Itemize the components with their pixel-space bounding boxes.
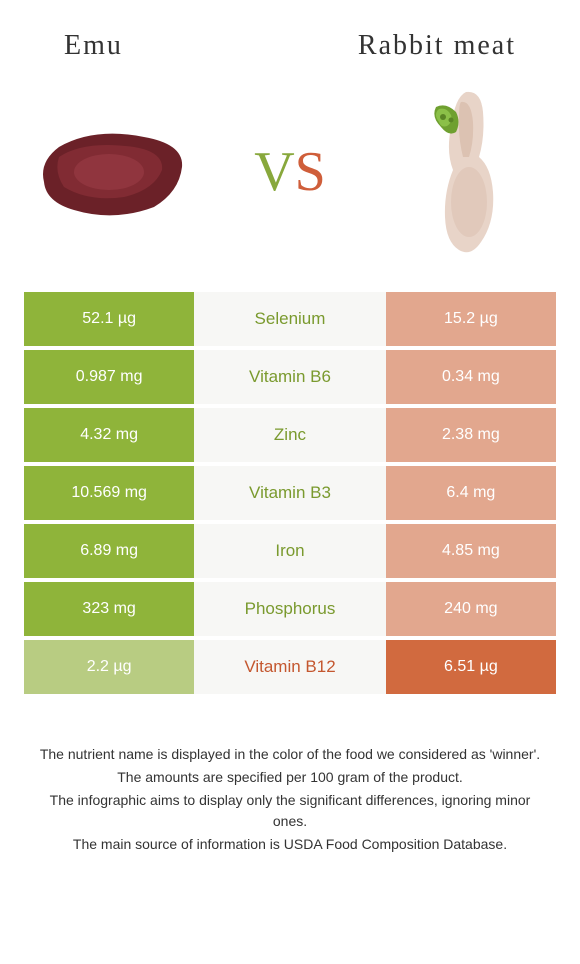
nutrient-row: 6.89 mgIron4.85 mg	[24, 524, 556, 578]
nutrient-name: Iron	[194, 524, 386, 578]
footnote-line: The nutrient name is displayed in the co…	[34, 744, 546, 765]
right-value: 6.4 mg	[386, 466, 556, 520]
nutrient-name: Vitamin B12	[194, 640, 386, 694]
nutrient-table: 52.1 µgSelenium15.2 µg0.987 mgVitamin B6…	[24, 292, 556, 694]
footnote-line: The amounts are specified per 100 gram o…	[34, 767, 546, 788]
left-value: 0.987 mg	[24, 350, 194, 404]
left-value: 4.32 mg	[24, 408, 194, 462]
nutrient-row: 10.569 mgVitamin B36.4 mg	[24, 466, 556, 520]
vs-v: V	[254, 141, 294, 203]
nutrient-row: 0.987 mgVitamin B60.34 mg	[24, 350, 556, 404]
footnotes: The nutrient name is displayed in the co…	[24, 744, 556, 855]
images-row: VS	[24, 92, 556, 292]
left-value: 2.2 µg	[24, 640, 194, 694]
right-value: 15.2 µg	[386, 292, 556, 346]
left-value: 6.89 mg	[24, 524, 194, 578]
nutrient-name: Vitamin B6	[194, 350, 386, 404]
right-value: 6.51 µg	[386, 640, 556, 694]
nutrient-row: 2.2 µgVitamin B126.51 µg	[24, 640, 556, 694]
rabbit-image	[386, 102, 546, 242]
nutrient-name: Phosphorus	[194, 582, 386, 636]
nutrient-name: Selenium	[194, 292, 386, 346]
right-food-title: Rabbit meat	[358, 30, 516, 62]
left-value: 323 mg	[24, 582, 194, 636]
vs-label: VS	[254, 140, 326, 204]
footnote-line: The main source of information is USDA F…	[34, 834, 546, 855]
right-value: 240 mg	[386, 582, 556, 636]
right-value: 4.85 mg	[386, 524, 556, 578]
right-value: 2.38 mg	[386, 408, 556, 462]
nutrient-row: 323 mgPhosphorus240 mg	[24, 582, 556, 636]
right-value: 0.34 mg	[386, 350, 556, 404]
left-value: 52.1 µg	[24, 292, 194, 346]
left-value: 10.569 mg	[24, 466, 194, 520]
vs-s: S	[295, 141, 326, 203]
emu-meat-icon	[34, 112, 194, 232]
nutrient-row: 52.1 µgSelenium15.2 µg	[24, 292, 556, 346]
nutrient-row: 4.32 mgZinc2.38 mg	[24, 408, 556, 462]
left-food-title: Emu	[64, 30, 123, 62]
footnote-line: The infographic aims to display only the…	[34, 790, 546, 832]
nutrient-name: Vitamin B3	[194, 466, 386, 520]
rabbit-meat-icon	[411, 82, 521, 262]
emu-image	[34, 102, 194, 242]
nutrient-name: Zinc	[194, 408, 386, 462]
